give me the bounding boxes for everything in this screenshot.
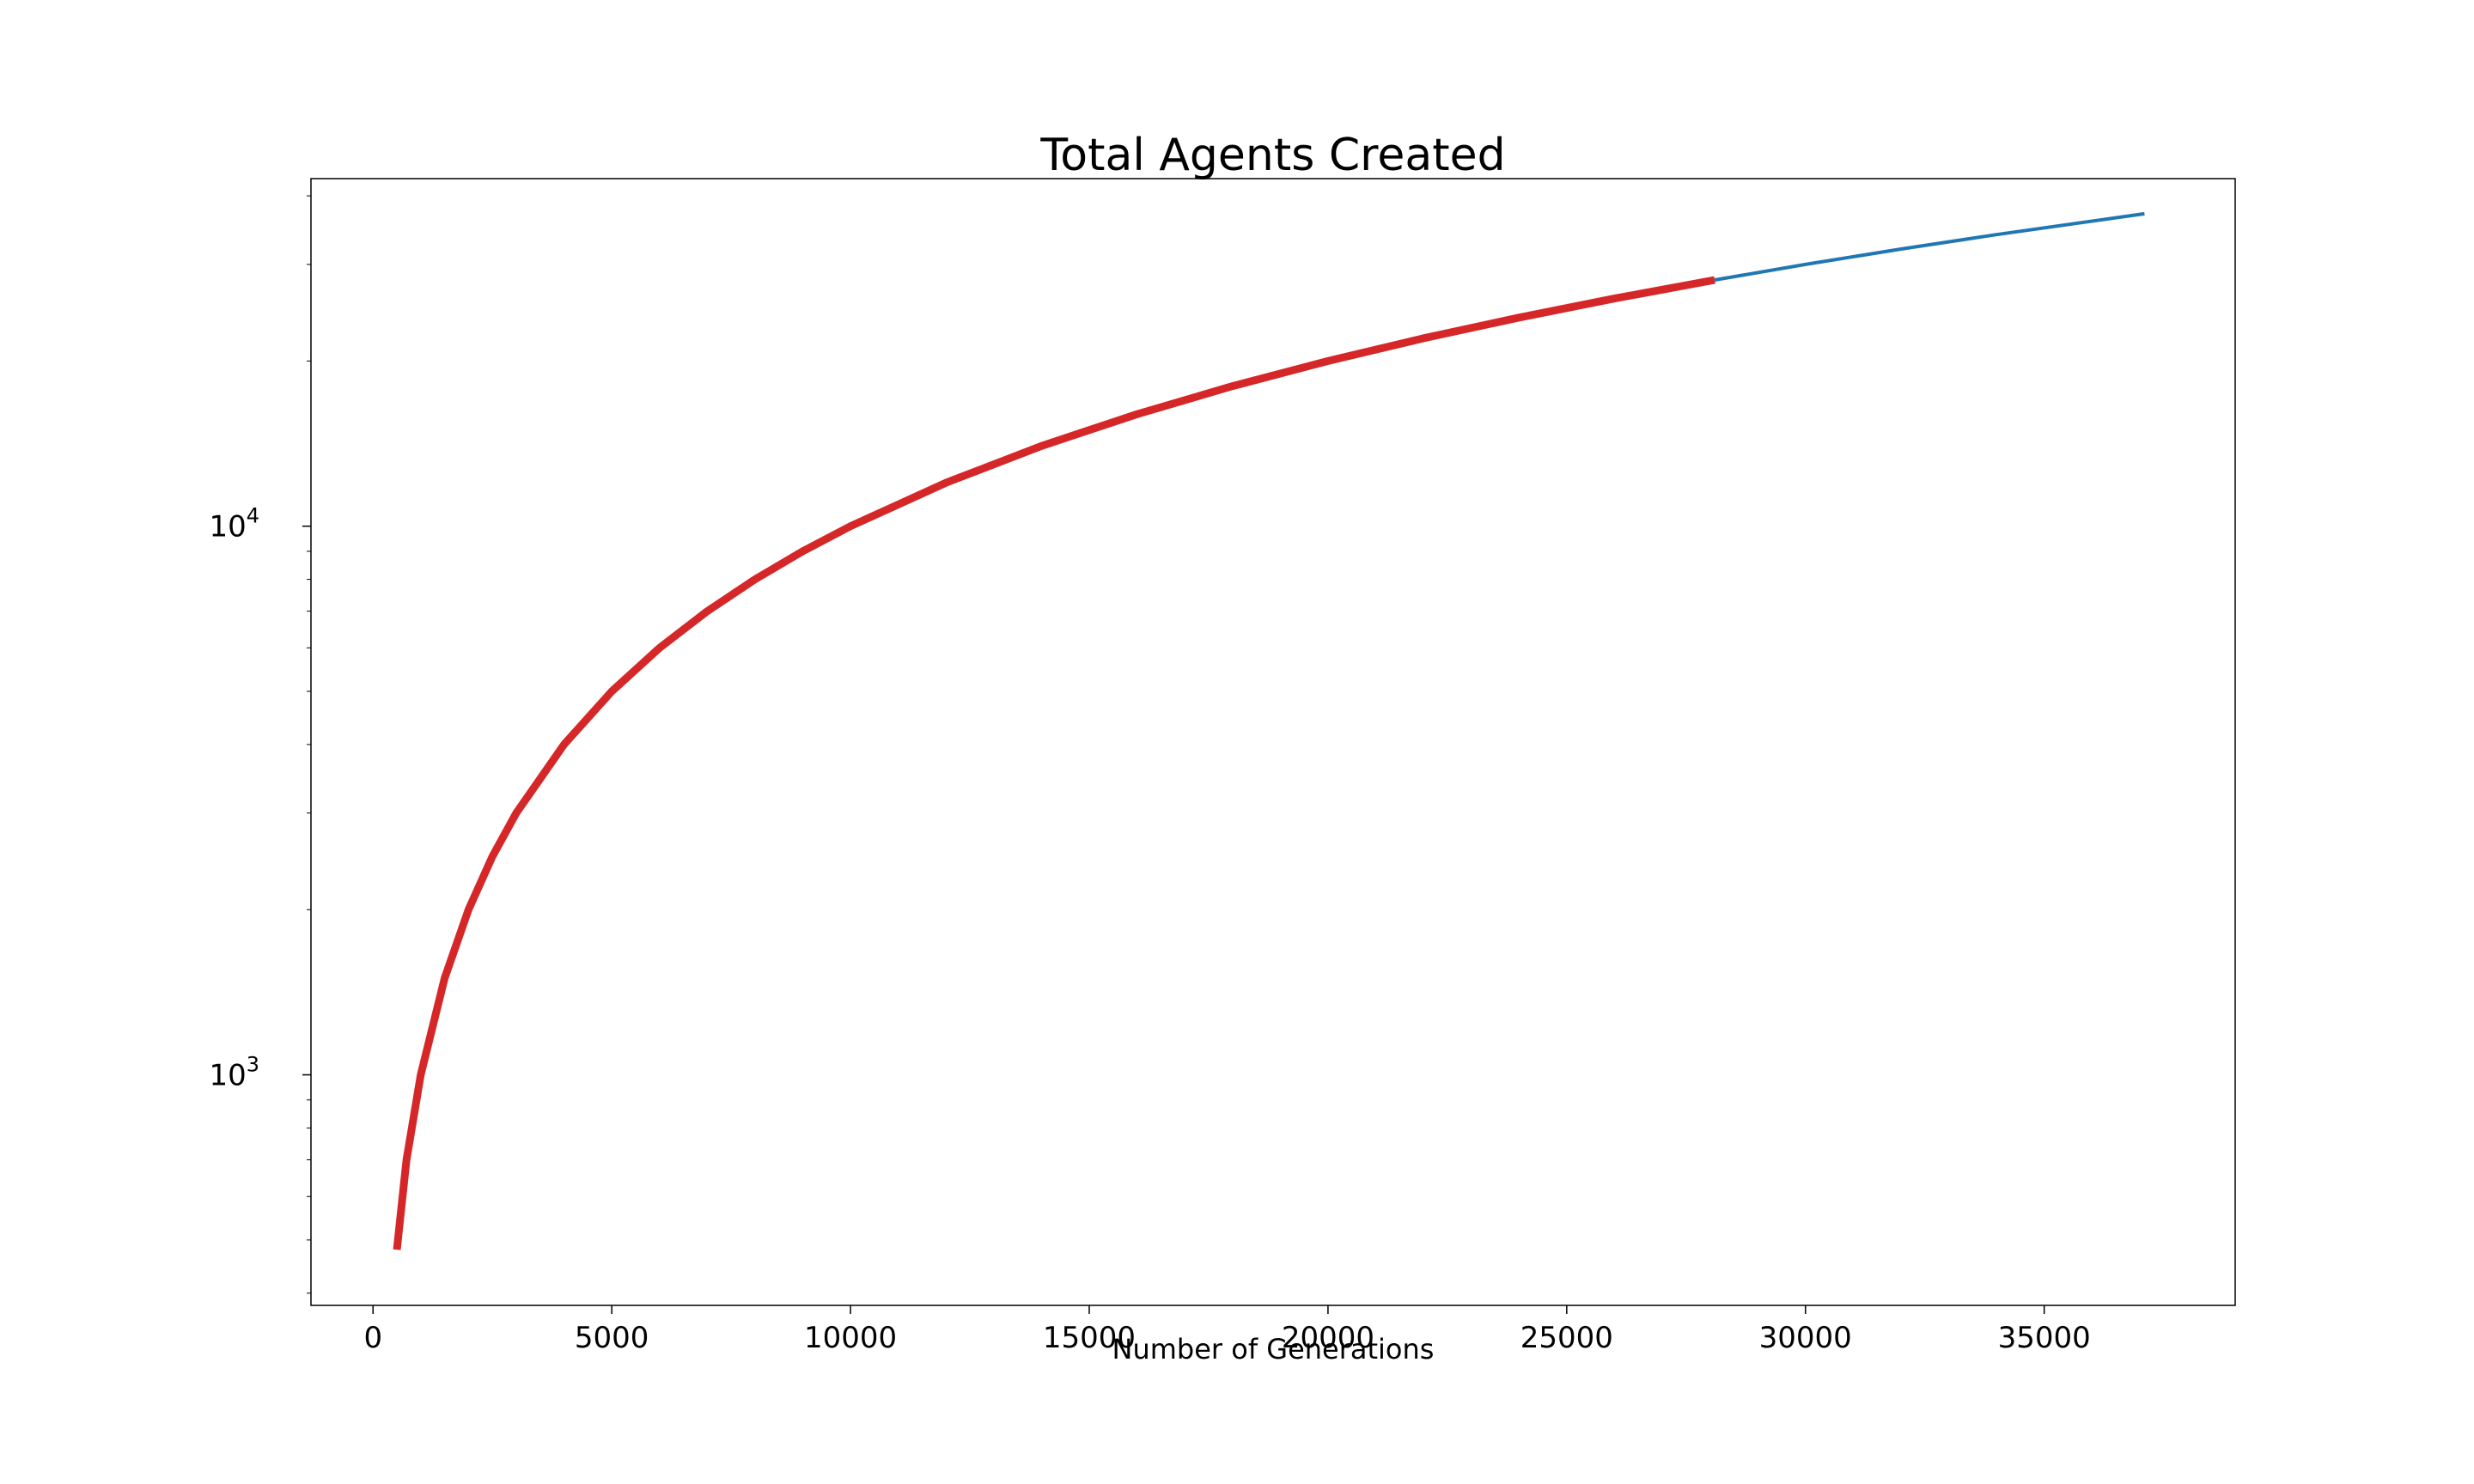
- x-tick-label: 10000: [804, 1321, 897, 1355]
- y-tick-exponent: 4: [247, 504, 259, 528]
- series-line-1: [393, 276, 1715, 1250]
- plot-frame: [310, 178, 2236, 1306]
- x-tick-label: 25000: [1520, 1321, 1613, 1355]
- y-tick-exponent: 3: [247, 1053, 259, 1077]
- x-tick-label: 15000: [1043, 1321, 1136, 1355]
- axis-layer: 0 5000 10000 15000 20000 25000 30000 3500010310…: [209, 195, 2091, 1355]
- x-tick-label: 30000: [1759, 1321, 1852, 1355]
- x-tick-label: 20000: [1282, 1321, 1374, 1355]
- series-line-2: [1714, 211, 2145, 282]
- x-tick-label: 35000: [1998, 1321, 2091, 1355]
- x-axis-label: Number of Generations: [1112, 1333, 1435, 1365]
- chart-title: Total Agents Created: [1039, 130, 1505, 181]
- x-tick-label: 0: [363, 1321, 382, 1355]
- x-tick-label: 5000: [575, 1321, 649, 1355]
- series-layer: [393, 211, 2145, 1250]
